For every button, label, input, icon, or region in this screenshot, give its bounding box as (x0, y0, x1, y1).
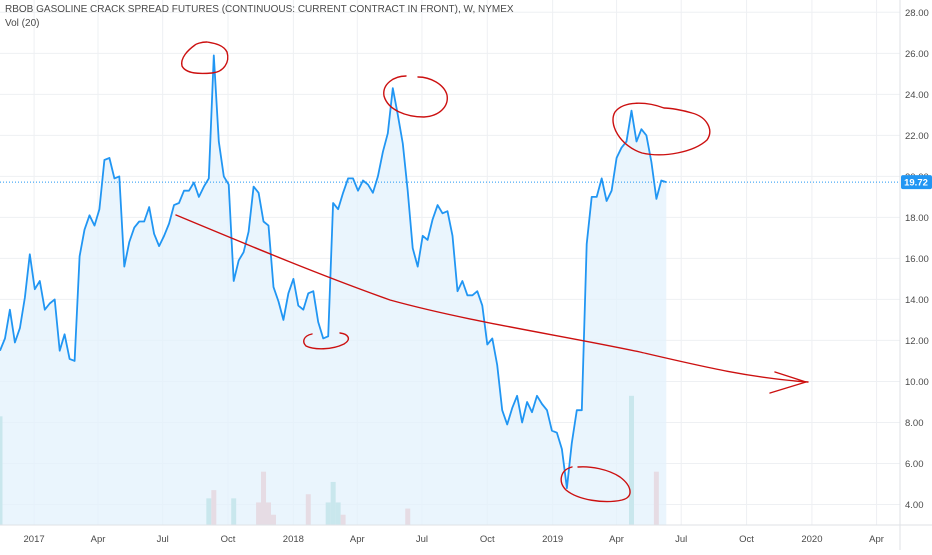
time-tick-label: Apr (350, 534, 365, 545)
time-axis[interactable]: 2017 Apr Jul Oct 2018 Apr Jul Oct 2019 Apr Jul Oct 2… (24, 534, 884, 545)
circle-annotation-peak-2017 (181, 41, 229, 75)
price-tick-label: 6.00 (905, 459, 924, 470)
time-tick-label: Jul (157, 534, 169, 545)
time-tick-label: Apr (609, 534, 624, 545)
time-tick-label: Oct (480, 534, 495, 545)
time-tick-label: 2020 (801, 534, 822, 545)
time-tick-label: 2017 (24, 534, 45, 545)
price-line[interactable] (0, 54, 667, 490)
time-tick-label: 2018 (283, 534, 304, 545)
time-tick-label: 2019 (542, 534, 563, 545)
price-area-fill (0, 55, 667, 526)
circle-annotation-peak-2019 (612, 102, 711, 156)
trend-arrow-head (769, 371, 807, 394)
price-tick-label: 14.00 (905, 295, 929, 306)
price-tick-label: 4.00 (905, 500, 924, 511)
price-tick-label: 18.00 (905, 213, 929, 224)
price-tick-label: 8.00 (905, 418, 924, 429)
price-axis[interactable]: 4.006.008.0010.0012.0014.0016.0018.0020.… (905, 8, 929, 511)
annotation-drawings (175, 41, 809, 503)
trend-arrow-curve (175, 214, 809, 383)
circle-annotation-low-2018 (303, 332, 350, 350)
time-tick-label: Jul (675, 534, 687, 545)
time-tick-label: Apr (869, 534, 884, 545)
last-price-label: 19.72 (904, 178, 928, 189)
price-tick-label: 22.00 (905, 131, 929, 142)
last-price-marker: 19.72 (901, 175, 932, 190)
circle-annotation-low-2019 (560, 466, 631, 503)
price-tick-label: 26.00 (905, 49, 929, 60)
price-tick-label: 16.00 (905, 254, 929, 265)
time-tick-label: Oct (221, 534, 236, 545)
volume-indicator-label: Vol (20) (5, 18, 40, 29)
price-tick-label: 24.00 (905, 90, 929, 101)
last-price-label-bg (901, 175, 932, 190)
time-tick-label: Oct (739, 534, 754, 545)
chart-title: RBOB GASOLINE CRACK SPREAD FUTURES (CONT… (5, 4, 514, 15)
time-tick-label: Jul (416, 534, 428, 545)
price-tick-label: 12.00 (905, 336, 929, 347)
time-tick-label: Apr (91, 534, 106, 545)
price-tick-label: 10.00 (905, 377, 929, 388)
circle-annotation-peak-2018 (383, 75, 448, 118)
price-tick-label: 28.00 (905, 8, 929, 19)
